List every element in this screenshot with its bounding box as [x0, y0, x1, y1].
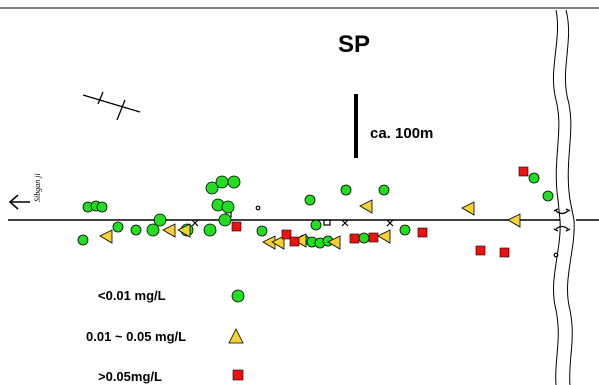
sample-point-low	[112, 221, 124, 233]
sample-point-high	[518, 166, 529, 177]
cross-marker	[341, 219, 349, 227]
misc-markers	[191, 205, 559, 258]
river	[553, 9, 575, 385]
sample-point-low	[378, 184, 390, 196]
square-marker	[323, 219, 331, 226]
sample-point-low	[340, 184, 352, 196]
sample-point-low	[528, 172, 540, 184]
sample-point-low	[153, 213, 167, 227]
sample-point-low	[358, 232, 370, 244]
sample-point-mid	[162, 223, 176, 238]
sample-point-low	[218, 213, 232, 227]
sample-point-mid	[507, 213, 521, 228]
sample-point-high	[417, 227, 428, 238]
cross-marker	[386, 219, 394, 227]
legend-label-high: >0.05mg/L	[98, 369, 162, 384]
sample-point-low	[227, 175, 241, 189]
sample-point-low	[256, 225, 268, 237]
dot-marker	[553, 252, 559, 258]
sample-point-mid	[461, 201, 475, 216]
sample-point-low	[304, 194, 316, 206]
sample-point-low	[77, 234, 89, 246]
scale-label: ca. 100m	[370, 125, 433, 142]
legend-symbol-high	[232, 369, 244, 381]
sample-point-low	[130, 224, 142, 236]
legend-symbol-mid	[228, 328, 244, 344]
sample-point-low	[203, 223, 217, 237]
sample-point-mid	[271, 235, 285, 250]
sample-point-mid	[293, 233, 307, 248]
bridge	[553, 208, 571, 232]
sample-point-low	[146, 223, 160, 237]
legend-symbol-low	[231, 289, 245, 303]
legend: <0.01 mg/L 0.01 ~ 0.05 mg/L >0.05mg/L	[86, 288, 245, 384]
sample-point-mid	[327, 235, 341, 250]
sample-point-low	[96, 201, 108, 213]
sample-point-low	[205, 181, 219, 195]
sample-point-mid	[177, 223, 191, 238]
samples-mid	[99, 199, 521, 250]
dot-marker	[255, 205, 261, 211]
orientation-symbol	[82, 91, 141, 121]
sample-point-high	[475, 245, 486, 256]
sample-point-high	[368, 232, 379, 243]
map-title: SP	[338, 31, 370, 58]
sample-point-high	[289, 236, 300, 247]
sample-point-low	[542, 190, 554, 202]
sample-point-low	[215, 175, 229, 189]
road-label: Sibgan ji	[33, 173, 42, 202]
sample-point-low	[399, 224, 411, 236]
sample-point-high	[281, 229, 292, 240]
sample-point-mid	[99, 229, 113, 244]
west-arrow-icon	[8, 194, 30, 210]
sample-point-high	[349, 233, 360, 244]
sample-point-mid	[359, 199, 373, 214]
sample-point-high	[499, 247, 510, 258]
cross-marker	[191, 219, 199, 227]
sample-point-low	[310, 219, 322, 231]
samples-low	[77, 172, 554, 249]
sample-point-mid	[377, 229, 391, 244]
legend-label-mid: 0.01 ~ 0.05 mg/L	[86, 329, 186, 344]
sample-point-high	[231, 221, 242, 232]
legend-label-low: <0.01 mg/L	[98, 288, 166, 303]
samples-high	[231, 166, 529, 258]
sample-point-low	[221, 200, 235, 214]
